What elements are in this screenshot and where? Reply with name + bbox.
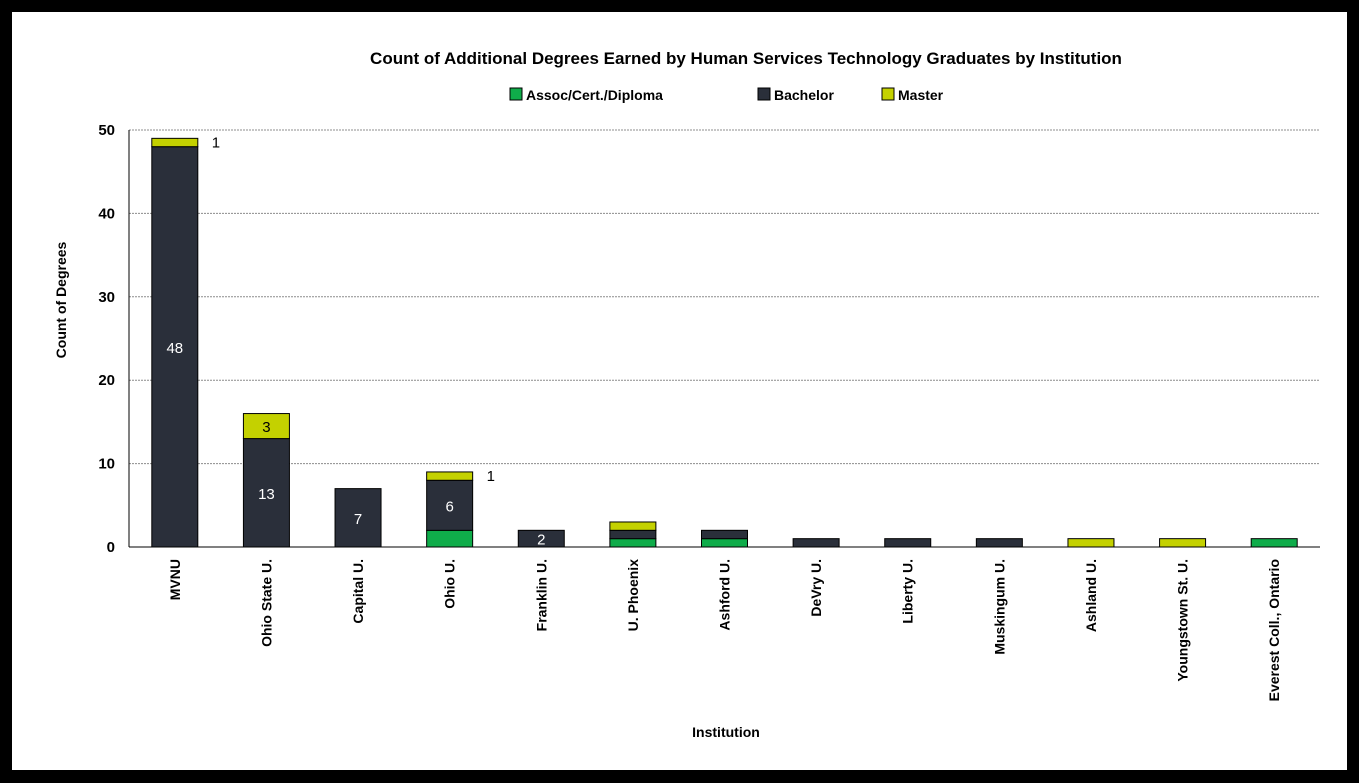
data-label: 3 bbox=[262, 419, 270, 436]
x-tick-label: Liberty U. bbox=[900, 559, 916, 624]
legend-swatch-assoc-cert-diploma bbox=[509, 87, 523, 101]
bar-devry-u-bachelor bbox=[792, 538, 840, 548]
x-tick-label: Capital U. bbox=[350, 559, 366, 624]
x-tick-label: Muskingum U. bbox=[991, 559, 1007, 655]
bar-muskingum-u-bachelor bbox=[975, 538, 1023, 548]
bar-ohio-u-assoc-cert-diploma bbox=[426, 529, 474, 548]
y-tick-label: 50 bbox=[98, 122, 115, 139]
x-tick-label: MVNU bbox=[167, 559, 183, 600]
legend-label-bachelor: Bachelor bbox=[774, 87, 834, 103]
chart-title: Count of Additional Degrees Earned by Hu… bbox=[370, 49, 1122, 68]
x-tick-label: U. Phoenix bbox=[625, 559, 641, 632]
legend-label-assoc-cert-diploma: Assoc/Cert./Diploma bbox=[526, 87, 663, 103]
y-axis-title: Count of Degrees bbox=[53, 241, 69, 358]
legend-swatch-bachelor bbox=[757, 87, 771, 101]
bar-ohio-state-u-master bbox=[242, 413, 290, 440]
x-tick-label: Ohio State U. bbox=[258, 559, 274, 647]
bar-mvnu-master bbox=[151, 137, 199, 148]
chart-canvas: Count of Additional Degrees Earned by Hu… bbox=[53, 49, 1320, 740]
y-tick-label: 30 bbox=[98, 289, 115, 306]
x-axis-title: Institution bbox=[692, 724, 760, 740]
data-label: 13 bbox=[258, 486, 275, 503]
bar-ashford-u-assoc-cert-diploma bbox=[701, 538, 748, 548]
data-label: 1 bbox=[212, 135, 220, 152]
y-tick-label: 40 bbox=[98, 205, 115, 222]
x-tick-label: DeVry U. bbox=[808, 559, 824, 617]
bar-u-phoenix-assoc-cert-diploma bbox=[609, 538, 657, 548]
bars bbox=[151, 137, 1298, 548]
chart-frame: Count of Additional Degrees Earned by Hu… bbox=[12, 12, 1347, 770]
bar-liberty-u-bachelor bbox=[884, 538, 932, 548]
chart-legend: Assoc/Cert./Diploma Bachelor Master bbox=[509, 87, 944, 103]
data-label: 2 bbox=[537, 532, 545, 549]
legend-swatch-master bbox=[881, 87, 895, 101]
bar-mvnu-bachelor bbox=[151, 146, 199, 548]
legend-label-master: Master bbox=[898, 87, 944, 103]
data-labels: 48 1 13 3 7 6 1 2 bbox=[166, 135, 545, 549]
data-label: 6 bbox=[445, 498, 453, 515]
y-tick-label: 10 bbox=[98, 456, 115, 473]
y-axis: 0 10 20 30 40 50 bbox=[98, 122, 130, 556]
bar-ohio-u-bachelor bbox=[426, 479, 474, 531]
bar-everest-coll-ontario-assoc-cert-diploma bbox=[1250, 538, 1298, 548]
y-tick-label: 0 bbox=[107, 539, 115, 556]
x-tick-label: Ashland U. bbox=[1083, 559, 1099, 632]
x-tick-label: Everest Coll., Ontario bbox=[1266, 559, 1282, 701]
x-tick-label: Ashford U. bbox=[717, 559, 733, 631]
bar-ashland-u-master bbox=[1067, 538, 1115, 548]
gridlines bbox=[129, 129, 1320, 465]
x-tick-label: Franklin U. bbox=[533, 559, 549, 631]
y-tick-label: 20 bbox=[98, 372, 115, 389]
bar-youngstown-st-u-master bbox=[1159, 538, 1207, 548]
data-label: 1 bbox=[487, 468, 495, 485]
x-tick-label: Ohio U. bbox=[442, 559, 458, 609]
bar-ohio-u-master bbox=[426, 471, 474, 481]
x-tick-label: Youngstown St. U. bbox=[1175, 559, 1191, 682]
bar-u-phoenix-master bbox=[609, 521, 657, 531]
x-axis: MVNU Ohio State U. Capital U. Ohio U. Frankl… bbox=[129, 546, 1320, 701]
bar-u-phoenix-bachelor bbox=[609, 529, 657, 540]
data-label: 7 bbox=[354, 511, 362, 528]
bar-ashford-u-bachelor bbox=[701, 529, 748, 540]
data-label: 48 bbox=[166, 340, 183, 357]
